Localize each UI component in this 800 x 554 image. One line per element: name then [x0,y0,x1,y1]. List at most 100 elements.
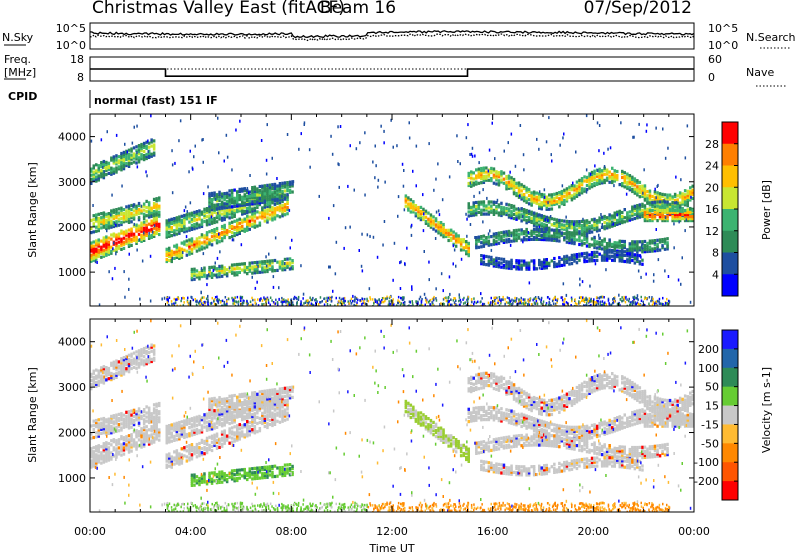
power-cell [495,178,498,182]
power-cell [238,187,241,191]
power-cell [92,254,95,258]
power-ground-scatter [167,298,169,301]
velocity-cell [145,431,148,435]
power-ground-scatter [247,302,249,306]
power-ground-scatter [418,304,421,306]
power-cell [482,176,486,180]
power-cell [422,217,425,222]
power-cell [532,229,536,233]
power-cell [530,193,533,197]
power-cell [251,271,254,275]
power-cell [404,198,408,202]
power-speckle [352,294,354,298]
power-cell [122,159,126,163]
power-cell [588,244,591,249]
power-cell [110,158,113,162]
power-cell [218,204,221,209]
power-cell [482,174,486,178]
power-cell [558,205,561,209]
power-cell [668,193,672,197]
power-ground-scatter [662,303,664,306]
power-cell [497,175,501,179]
power-cell [638,180,642,184]
power-cell [253,213,257,217]
power-cell [132,156,136,160]
power-cell [183,242,186,246]
power-cell [248,194,251,198]
power-ground-scatter [192,298,194,302]
power-cell [110,225,113,229]
power-cell [507,262,511,266]
power-cell [638,186,642,191]
power-cell [102,211,106,215]
power-cell [558,222,561,226]
power-cell [291,190,294,194]
power-cell [261,196,264,200]
power-ground-scatter [369,298,372,301]
power-ground-scatter [516,297,518,300]
power-ground-scatter [397,301,400,305]
power-speckle [561,184,564,188]
power-cell [142,236,146,240]
power-cell [663,247,667,251]
power-speckle [289,246,291,250]
power-cell [580,227,584,232]
power-cell [238,198,241,202]
power-cell [593,227,596,232]
velocity-cell [147,440,151,444]
power-cell [611,166,614,170]
power-cell [510,266,513,271]
power-cell [238,204,241,208]
power-cell [233,233,236,238]
power-cell [515,213,518,217]
power-cell [117,217,121,221]
power-cell [472,201,475,205]
power-cell [495,200,498,205]
power-cell [648,195,652,199]
power-speckle [625,192,628,196]
power-cell [268,204,272,208]
power-ground-scatter [203,296,205,299]
power-cell [623,220,626,224]
power-cell [90,167,93,171]
power-ground-scatter [384,299,386,303]
power-cell [482,200,486,204]
power-cell [142,220,146,224]
power-speckle [232,238,235,242]
power-cell [517,214,521,218]
power-cell [288,267,292,271]
power-cell [477,181,481,185]
power-speckle [185,235,188,239]
power-cell [122,232,126,236]
velocity-cell [92,419,95,423]
power-cell [208,270,211,274]
power-speckle [572,181,574,185]
power-ground-scatter [595,296,598,299]
power-cell [152,214,156,218]
power-speckle [133,125,135,129]
power-cell [158,228,161,232]
power-cell [681,215,684,219]
power-cell [563,257,566,261]
power-cell [563,225,566,229]
power-cell [565,199,569,203]
power-cell [175,253,179,257]
power-cell [641,202,644,206]
power-speckle [276,177,278,180]
power-ground-scatter [289,301,291,304]
power-cell [502,206,506,210]
power-cell [525,190,528,194]
power-cell [449,232,453,236]
power-cell [590,255,594,259]
power-cell [527,267,531,271]
power-cell [117,234,121,238]
power-ground-scatter [595,301,597,304]
power-cell [195,275,199,279]
power-cell [230,195,234,199]
power-cell [522,236,526,240]
power-cell [555,224,559,228]
power-cell [482,262,486,266]
power-ground-scatter [628,297,630,301]
power-cell [429,213,433,217]
power-cell [432,223,435,227]
